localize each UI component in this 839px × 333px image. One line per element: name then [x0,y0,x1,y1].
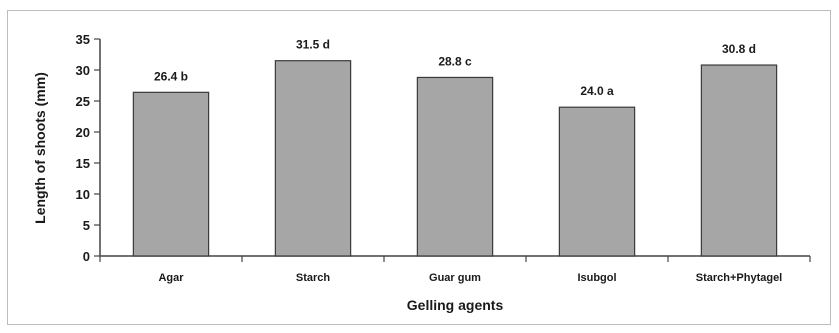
y-tick-label: 5 [83,218,90,233]
category-labels: Agar Starch Guar gum Isubgol Starch+Phytagel [158,272,782,284]
bar [132,91,210,257]
x-category-label: Starch+Phytagel [696,272,783,284]
x-axis-title: Gelling agents [407,297,504,313]
x-category-label: Isubgol [577,272,616,284]
bar-data-label: 30.8 d [722,42,756,56]
y-tick-label: 20 [76,125,90,140]
y-tick-label: 15 [76,156,90,171]
y-tick-label: 30 [76,63,90,78]
bar [700,64,778,257]
y-tick-label: 10 [76,187,90,202]
y-ticks: 0 5 10 15 20 25 30 35 [76,32,100,264]
x-category-label: Starch [296,272,331,284]
bar-data-label: 24.0 a [580,84,614,98]
bar [558,106,636,257]
bar-data-label: 26.4 b [154,69,188,83]
y-tick-label: 0 [83,249,90,264]
y-tick-label: 35 [76,32,90,47]
y-tick-label: 25 [76,94,90,109]
bar-data-label: 31.5 d [296,38,330,52]
bars [132,60,778,257]
x-ticks [99,256,811,262]
x-category-label: Guar gum [429,272,481,284]
bar [416,76,494,257]
bar-data-label: 28.8 c [438,54,472,68]
bar [274,60,352,257]
y-axis-title: Length of shoots (mm) [32,72,48,224]
x-category-label: Agar [158,272,184,284]
data-labels: 26.4 b 31.5 d 28.8 c 24.0 a 30.8 d [154,38,756,98]
